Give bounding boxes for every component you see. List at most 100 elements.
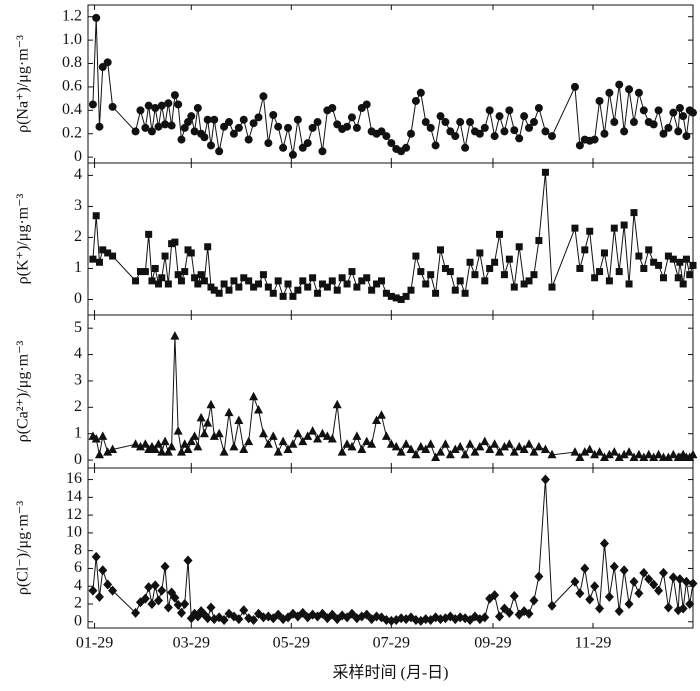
- marker: [629, 452, 639, 461]
- marker: [103, 447, 113, 456]
- marker: [92, 13, 101, 22]
- marker: [245, 277, 253, 285]
- marker: [234, 123, 243, 132]
- marker: [234, 614, 244, 625]
- marker: [289, 292, 297, 300]
- marker: [199, 428, 209, 438]
- marker: [431, 141, 440, 150]
- marker: [193, 103, 202, 112]
- marker: [229, 441, 239, 451]
- marker: [150, 580, 160, 591]
- marker: [288, 150, 297, 159]
- marker: [264, 139, 273, 148]
- marker: [634, 588, 644, 599]
- marker: [187, 249, 195, 257]
- marker: [249, 119, 258, 128]
- marker: [412, 252, 420, 260]
- marker: [323, 283, 331, 291]
- marker: [173, 599, 183, 610]
- marker: [91, 551, 101, 562]
- x-axis-label: 采样时间 (月-日): [333, 664, 449, 682]
- panel-frame: [87, 467, 694, 629]
- marker: [348, 268, 356, 276]
- marker: [520, 112, 529, 121]
- marker: [234, 415, 244, 425]
- marker: [98, 565, 108, 576]
- marker: [669, 255, 677, 263]
- marker: [427, 271, 435, 279]
- marker: [278, 436, 288, 446]
- marker: [481, 277, 489, 285]
- y-tick-label: 1.0: [62, 31, 82, 48]
- marker: [515, 134, 524, 143]
- marker: [187, 112, 196, 121]
- marker: [580, 563, 590, 574]
- marker: [387, 292, 395, 300]
- marker: [530, 271, 538, 279]
- marker: [309, 274, 317, 282]
- marker: [416, 88, 425, 97]
- marker: [244, 135, 253, 144]
- marker: [510, 283, 518, 291]
- y-tick-label: 0.8: [62, 54, 82, 71]
- marker: [466, 118, 475, 127]
- marker: [524, 439, 534, 448]
- marker: [495, 611, 505, 622]
- marker: [629, 118, 638, 127]
- marker: [604, 449, 614, 459]
- marker: [318, 280, 326, 288]
- marker: [397, 295, 405, 303]
- marker: [177, 277, 185, 285]
- marker: [230, 277, 238, 285]
- y-tick-label: 2: [74, 228, 82, 245]
- marker: [495, 112, 504, 121]
- marker: [103, 579, 113, 590]
- marker: [591, 274, 599, 282]
- marker: [193, 441, 203, 451]
- x-tick-label: 09-29: [474, 635, 511, 652]
- marker: [190, 431, 200, 440]
- y-tick-label: 4: [74, 166, 82, 183]
- marker: [586, 227, 594, 235]
- marker: [240, 274, 248, 282]
- marker: [170, 91, 179, 100]
- marker: [215, 147, 224, 156]
- marker: [519, 444, 529, 454]
- marker: [609, 561, 619, 572]
- marker: [619, 449, 629, 459]
- marker: [386, 439, 396, 448]
- y-tick-label: 0.4: [62, 101, 82, 118]
- marker: [94, 591, 104, 602]
- y-axis-label: ρ(Ca²⁺)/μg·m⁻³: [15, 340, 32, 442]
- marker: [200, 133, 209, 142]
- marker: [505, 255, 513, 263]
- marker: [200, 277, 208, 285]
- y-tick-label: 8: [74, 541, 82, 558]
- marker: [318, 147, 327, 156]
- marker: [576, 264, 584, 272]
- marker: [466, 258, 474, 266]
- marker: [170, 331, 180, 340]
- marker: [649, 120, 658, 129]
- marker: [407, 286, 415, 294]
- marker: [431, 452, 441, 461]
- marker: [649, 452, 659, 461]
- marker: [194, 280, 202, 288]
- marker: [440, 439, 450, 448]
- marker: [249, 391, 259, 401]
- marker: [203, 115, 212, 124]
- marker: [650, 258, 658, 266]
- marker: [620, 127, 629, 136]
- marker: [682, 255, 690, 263]
- marker: [203, 613, 213, 624]
- marker: [258, 428, 268, 438]
- y-tick-label: 2: [74, 595, 82, 612]
- marker: [225, 286, 233, 294]
- marker: [109, 252, 117, 260]
- marker: [625, 85, 634, 94]
- y-tick-label: 0: [74, 612, 82, 629]
- marker: [141, 268, 149, 276]
- marker: [534, 571, 544, 582]
- marker: [402, 143, 411, 152]
- marker: [269, 111, 278, 120]
